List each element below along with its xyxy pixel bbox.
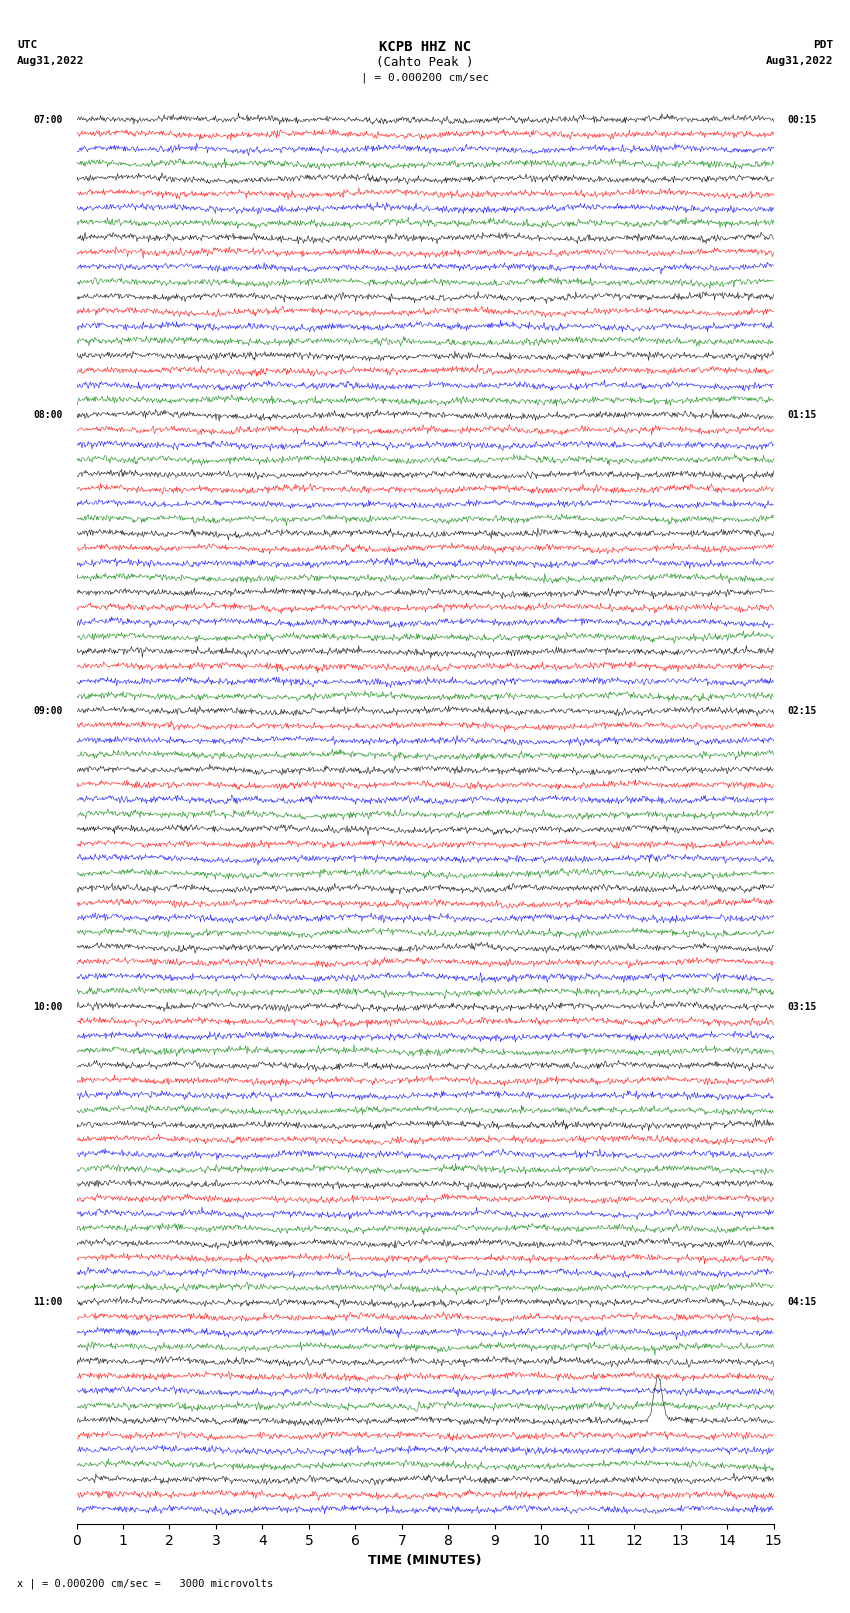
Text: Aug31,2022: Aug31,2022 <box>17 56 84 66</box>
Text: (Cahto Peak ): (Cahto Peak ) <box>377 56 473 69</box>
Text: 09:00: 09:00 <box>33 706 63 716</box>
Text: 07:00: 07:00 <box>33 115 63 124</box>
Text: 10:00: 10:00 <box>33 1002 63 1011</box>
Text: 11:00: 11:00 <box>33 1297 63 1308</box>
Text: 02:15: 02:15 <box>787 706 817 716</box>
Text: PDT: PDT <box>813 40 833 50</box>
Text: 00:15: 00:15 <box>787 115 817 124</box>
Text: UTC: UTC <box>17 40 37 50</box>
Text: x | = 0.000200 cm/sec =   3000 microvolts: x | = 0.000200 cm/sec = 3000 microvolts <box>17 1578 273 1589</box>
X-axis label: TIME (MINUTES): TIME (MINUTES) <box>368 1553 482 1566</box>
Text: Aug31,2022: Aug31,2022 <box>766 56 833 66</box>
Text: 08:00: 08:00 <box>33 410 63 421</box>
Text: 01:15: 01:15 <box>787 410 817 421</box>
Text: 04:15: 04:15 <box>787 1297 817 1308</box>
Text: 03:15: 03:15 <box>787 1002 817 1011</box>
Text: KCPB HHZ NC: KCPB HHZ NC <box>379 40 471 55</box>
Text: | = 0.000200 cm/sec: | = 0.000200 cm/sec <box>361 73 489 84</box>
